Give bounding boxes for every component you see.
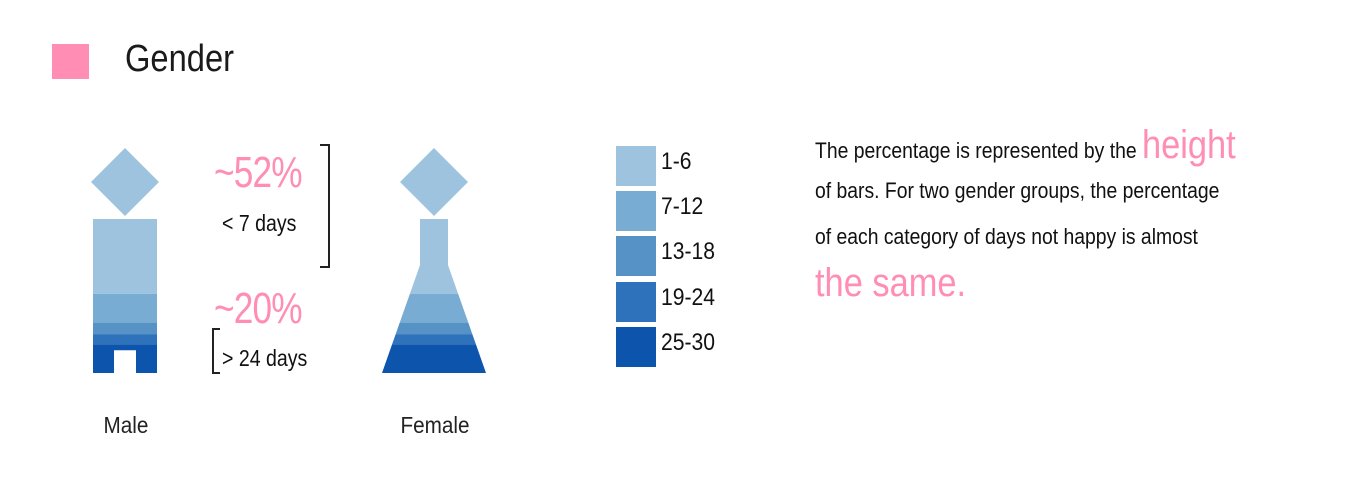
legend-label-2: 7-12: [661, 193, 704, 220]
note-highlight-height: height: [1142, 123, 1236, 167]
male-bar-25-30: [93, 344, 157, 373]
explanation-note: The percentage is represented by the hei…: [815, 122, 1275, 306]
legend-swatch-2: [616, 191, 656, 231]
legend-swatch-1: [616, 146, 656, 186]
male-figure: [91, 148, 159, 373]
gender-swatch: [52, 44, 89, 79]
note-line-2: of bars. For two gender groups, the perc…: [815, 178, 1220, 203]
legend-swatch-3: [616, 236, 656, 276]
bottom-days-annotation: > 24 days: [222, 345, 308, 371]
male-label: Male: [103, 412, 149, 438]
male-bar-19-24: [93, 334, 157, 345]
male-bar-1-6: [93, 219, 157, 294]
male-head: [91, 148, 159, 216]
female-head: [400, 148, 468, 216]
legend-swatch-4: [616, 282, 656, 322]
female-bar-7-12: [399, 293, 469, 323]
note-line-3: of each category of days not happy is al…: [815, 224, 1198, 249]
female-figure: [382, 148, 486, 373]
male-bar-7-12: [93, 293, 157, 323]
top-days-annotation: < 7 days: [222, 210, 297, 236]
female-bar-19-24: [392, 334, 476, 345]
note-line-1-text: The percentage is represented by the: [815, 138, 1143, 163]
male-body: [93, 219, 157, 373]
legend-swatch-5: [616, 327, 656, 367]
female-label: Female: [400, 412, 470, 438]
note-line-1: The percentage is represented by the hei…: [815, 122, 1236, 168]
bottom-percent-annotation: ~20%: [214, 284, 303, 333]
top-bracket: [320, 144, 330, 268]
legend-label-5: 25-30: [661, 329, 716, 356]
bottom-bracket: [212, 328, 220, 374]
female-body: [382, 219, 486, 373]
female-bar-13-18: [395, 322, 473, 335]
chart-title: Gender: [125, 38, 235, 80]
note-highlight-same: the same.: [815, 261, 967, 305]
female-bar-1-6: [409, 219, 459, 294]
top-percent-annotation: ~52%: [214, 148, 303, 197]
male-bar-13-18: [93, 322, 157, 335]
female-bar-25-30: [382, 344, 486, 373]
legend-label-3: 13-18: [661, 238, 716, 265]
legend-label-1: 1-6: [661, 148, 692, 175]
legend-label-4: 19-24: [661, 284, 716, 311]
